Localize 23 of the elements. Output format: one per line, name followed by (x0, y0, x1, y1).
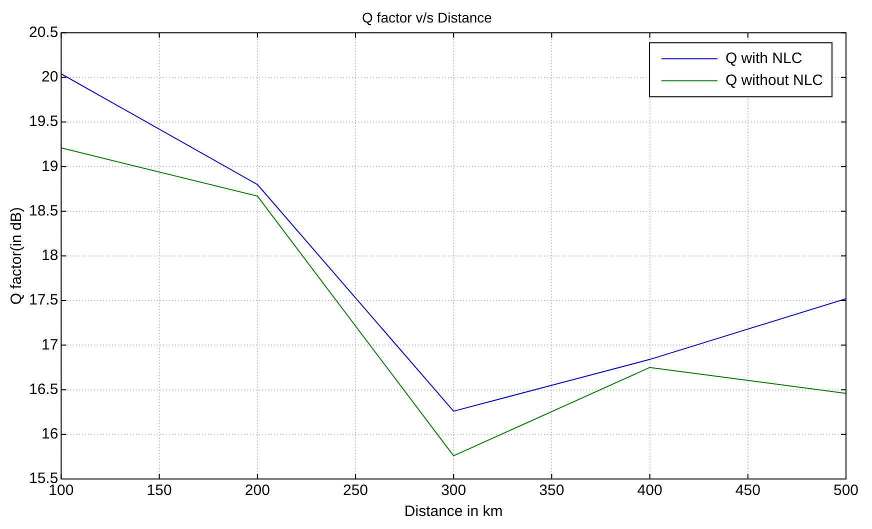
y-tick-label: 18 (42, 247, 58, 264)
y-axis-title: Q factor(in dB) (8, 207, 26, 305)
y-tick-label: 16 (42, 426, 58, 443)
chart-title: Q factor v/s Distance (362, 9, 492, 26)
x-tick-label: 350 (539, 482, 564, 500)
y-tick-label: 18.5 (28, 202, 58, 220)
x-axis-title: Distance in km (404, 503, 503, 520)
y-tick-label: 20 (42, 68, 58, 86)
legend-label: Q without NLC (725, 72, 824, 89)
y-tick-label: 16.5 (28, 380, 58, 398)
x-tick-label: 200 (244, 482, 270, 500)
x-tick-label: 400 (637, 482, 662, 500)
y-tick-label: 17 (42, 336, 58, 354)
y-tick-label: 19 (42, 158, 58, 175)
x-tick-label: 250 (342, 482, 368, 500)
x-tick-label: 150 (146, 482, 172, 500)
x-tick-label: 500 (833, 482, 859, 500)
x-tick-label: 300 (441, 482, 466, 500)
y-tick-label: 19.5 (28, 113, 58, 130)
y-tick-label: 17.5 (28, 292, 58, 309)
legend-label: Q with NLC (725, 50, 802, 67)
x-tick-label: 450 (735, 482, 760, 500)
y-tick-label: 20.5 (28, 24, 58, 41)
